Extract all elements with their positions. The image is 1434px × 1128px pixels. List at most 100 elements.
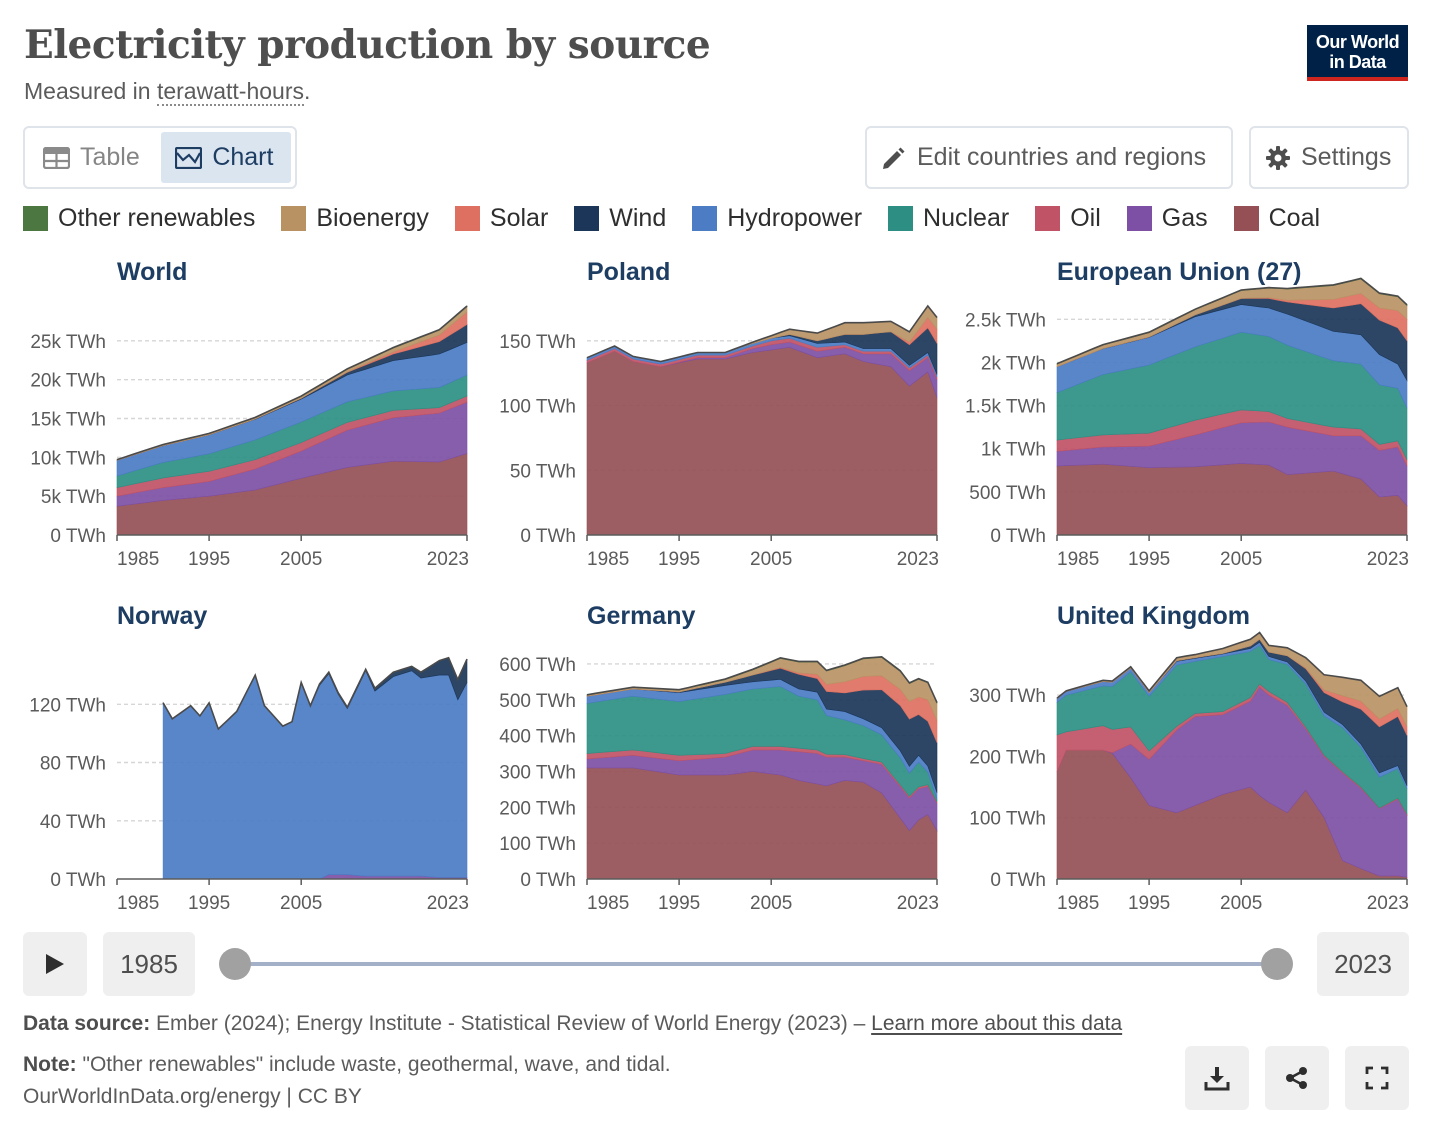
chart-note: Note: "Other renewables" include waste, … [23,1053,671,1077]
fullscreen-button[interactable] [1345,1046,1409,1110]
chart-title: Electricity production by source [24,22,710,68]
panel-title: European Union (27) [1057,258,1301,286]
y-tick-label: 120 TWh [29,695,106,716]
edit-countries-button[interactable]: Edit countries and regions [865,126,1233,189]
x-tick-label: 1995 [1128,549,1170,570]
legend-swatch [574,206,599,231]
edit-countries-label: Edit countries and regions [917,143,1206,172]
panel-united-kingdom: United Kingdom0 TWh100 TWh200 TWh300 TWh… [969,602,1409,914]
y-tick-label: 0 TWh [520,526,576,547]
learn-more-link[interactable]: Learn more about this data [871,1012,1122,1035]
y-tick-label: 25k TWh [30,332,106,353]
y-tick-label: 500 TWh [969,483,1046,504]
y-tick-label: 0 TWh [990,870,1046,891]
chart-panels: World 0 TWh 5k TWh 10k TWh 15k TWh 20k TWh 25k… [0,250,1434,930]
download-button[interactable] [1185,1046,1249,1110]
panel-title: Poland [587,258,670,286]
legend-label: Oil [1070,204,1101,233]
source-label: Data source: [23,1012,150,1035]
legend-item-wind[interactable]: Wind [574,204,666,233]
settings-button[interactable]: Settings [1249,126,1409,189]
x-tick-label: 1995 [658,549,700,570]
play-icon [44,952,66,976]
legend-item-hydropower[interactable]: Hydropower [692,204,862,233]
legend-item-coal[interactable]: Coal [1234,204,1320,233]
x-tick-label: 1995 [188,893,230,914]
y-tick-label: 100 TWh [499,397,576,418]
panel-title: United Kingdom [1057,602,1250,630]
y-tick-label: 40 TWh [40,812,106,833]
unit-link[interactable]: terawatt-hours [157,78,304,106]
legend-label: Solar [490,204,548,233]
share-icon [1284,1065,1310,1091]
legend-item-solar[interactable]: Solar [455,204,548,233]
x-tick-label: 1985 [1057,549,1099,570]
x-tick-label: 1985 [117,893,159,914]
legend-label: Wind [609,204,666,233]
legend-item-oil[interactable]: Oil [1035,204,1101,233]
tab-table[interactable]: Table [29,132,157,183]
panel-poland: Poland 0 TWh 50 TWh 100 TWh 150 TWh 1985 1995 2… [499,258,939,570]
chart-subtitle: Measured in terawatt-hours. [24,78,310,105]
y-tick-label: 2.5k TWh [965,310,1046,331]
gear-icon [1265,145,1291,171]
timeline-track[interactable] [235,962,1277,966]
legend-swatch [23,206,48,231]
legend-label: Other renewables [58,204,255,233]
legend-item-other-renewables[interactable]: Other renewables [23,204,255,233]
subtitle-suffix: . [304,78,310,104]
panel-title: Norway [117,602,207,630]
y-tick-label: 2k TWh [981,353,1046,374]
y-tick-label: 1k TWh [981,440,1046,461]
area-coal[interactable] [587,347,937,535]
subtitle-prefix: Measured in [24,78,157,104]
x-tick-label: 2005 [1220,893,1262,914]
x-tick-label: 1985 [117,549,159,570]
table-icon [43,147,70,169]
timeline-start-handle[interactable] [219,948,251,980]
x-tick-label: 2023 [427,893,469,914]
x-tick-label: 1995 [1128,893,1170,914]
settings-label: Settings [1301,143,1391,172]
legend-item-gas[interactable]: Gas [1127,204,1208,233]
y-tick-label: 10k TWh [30,448,106,469]
legend-item-nuclear[interactable]: Nuclear [888,204,1009,233]
y-tick-label: 50 TWh [510,461,576,482]
legend-item-bioenergy[interactable]: Bioenergy [281,204,429,233]
timeline-end-handle[interactable] [1261,948,1293,980]
legend-swatch [1127,206,1152,231]
legend-label: Bioenergy [316,204,429,233]
legend-swatch [281,206,306,231]
legend: Other renewables Bioenergy Solar Wind Hydrop… [23,202,1346,234]
x-tick-label: 1995 [188,549,230,570]
note-label: Note: [23,1053,77,1076]
share-button[interactable] [1265,1046,1329,1110]
x-tick-label: 2005 [280,893,322,914]
legend-swatch [888,206,913,231]
x-tick-label: 2005 [750,893,792,914]
x-tick-label: 1995 [658,893,700,914]
legend-swatch [1234,206,1259,231]
legend-label: Coal [1269,204,1320,233]
x-tick-label: 1985 [1057,893,1099,914]
chart-grid: World 0 TWh 5k TWh 10k TWh 15k TWh 20k TWh 25k… [0,250,1434,930]
logo-line-1: Our World [1307,32,1408,52]
panel-european-union-27: European Union (27) 0 TWh 500 TWh 1k TWh 1.5… [965,258,1409,570]
logo-bar [1307,77,1408,81]
y-tick-label: 0 TWh [50,870,106,891]
panel-world: World 0 TWh 5k TWh 10k TWh 15k TWh 20k TWh 25k… [30,258,469,570]
x-tick-label: 2023 [427,549,469,570]
y-tick-label: 0 TWh [990,526,1046,547]
y-tick-label: 1.5k TWh [965,397,1046,418]
credit-link[interactable]: OurWorldInData.org/energy | CC BY [23,1085,362,1109]
tab-chart-label: Chart [212,143,273,172]
y-tick-label: 200 TWh [969,747,1046,768]
y-tick-label: 400 TWh [499,727,576,748]
x-tick-label: 2005 [750,549,792,570]
tab-chart[interactable]: Chart [161,132,291,183]
y-tick-label: 100 TWh [499,834,576,855]
play-button[interactable] [23,932,87,996]
owid-logo[interactable]: Our World in Data [1307,25,1408,81]
tab-table-label: Table [80,143,140,172]
x-tick-label: 2023 [897,549,939,570]
